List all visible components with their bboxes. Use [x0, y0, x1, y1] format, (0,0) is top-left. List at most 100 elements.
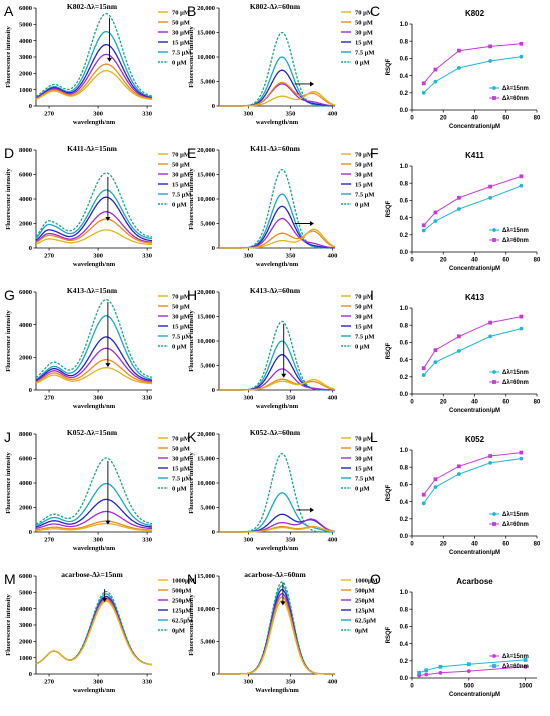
- series-line: [423, 458, 522, 504]
- arrow-head: [105, 217, 111, 222]
- y-tick-label: 5,000: [200, 639, 215, 646]
- x-tick-label: 60: [502, 400, 509, 406]
- y-tick-label: 6000: [19, 289, 32, 296]
- y-tick-label: 0.0: [400, 392, 409, 398]
- x-axis-label: Wavelength/nm: [255, 687, 299, 694]
- legend-label: 0 μM: [172, 59, 187, 66]
- series-line: [35, 30, 153, 98]
- panel-letter: I: [370, 287, 374, 303]
- legend-label: 0 μM: [355, 59, 370, 66]
- panel-j: J K052-Δλ=15nm 0 2000 4000 6000 8000 270 300 330 w…: [4, 428, 192, 552]
- y-tick-label: 2000: [19, 221, 32, 228]
- x-tick-label: 40: [471, 400, 478, 406]
- data-point: [421, 366, 426, 371]
- y-tick-label: 0: [212, 387, 215, 394]
- y-tick-label: 0.0: [400, 534, 409, 540]
- legend-label: Δλ=15nm: [502, 654, 529, 660]
- x-tick-label: 330: [142, 537, 152, 544]
- chart-title: acarbose-Δλ=60nm: [244, 570, 306, 579]
- chart-title: K802-Δλ=15nm: [67, 2, 118, 11]
- chart-title: K411: [465, 151, 484, 160]
- series-line: [219, 492, 335, 533]
- legend-marker: [492, 86, 496, 90]
- legend-label: 50 μM: [172, 161, 190, 168]
- trend-arrow: [294, 221, 314, 226]
- series-line: [35, 218, 153, 244]
- arrow-head: [281, 373, 287, 378]
- legend-label: 70 μM: [355, 9, 373, 16]
- legend-label: 15 μM: [355, 181, 373, 188]
- panel-letter: F: [370, 145, 379, 161]
- x-tick-label: 300: [244, 253, 254, 260]
- legend-label: 70 μM: [355, 293, 373, 300]
- y-axis-label: RSQF: [386, 200, 392, 217]
- arrow-head: [105, 363, 111, 368]
- arrow-head: [309, 507, 314, 513]
- x-tick-label: 20: [440, 116, 447, 122]
- y-tick-label: 0.6: [400, 625, 409, 631]
- legend-label: 30 μM: [355, 171, 373, 178]
- x-tick-label: 300: [244, 679, 254, 686]
- panel-letter: N: [187, 571, 197, 587]
- data-point: [488, 44, 493, 49]
- legend-label: 30 μM: [355, 29, 373, 36]
- data-point: [466, 662, 471, 667]
- arrow-head: [280, 601, 286, 606]
- legend-label: 15 μM: [355, 323, 373, 330]
- y-tick-label: 0.4: [400, 500, 409, 506]
- x-axis-label: wavelength/nm: [73, 687, 116, 694]
- y-tick-label: 0.8: [400, 181, 409, 187]
- chart-title: K411-Δλ=15nm: [67, 144, 117, 153]
- legend-label: 7.5 μM: [172, 333, 192, 340]
- chart-title: K802-Δλ=60nm: [250, 2, 301, 11]
- data-point: [488, 59, 493, 63]
- series-line: [35, 367, 152, 385]
- x-tick-label: 330: [142, 111, 152, 118]
- y-tick-label: 0: [29, 387, 32, 394]
- y-tick-label: 5,000: [200, 221, 215, 228]
- y-tick-label: 10,000: [197, 338, 215, 345]
- panel-f: F K411 0.0 0.2 0.4 0.6 0.8 1.0 0 20 40 60 80 Concentr…: [370, 145, 541, 272]
- y-tick-label: 8000: [19, 147, 32, 154]
- panel-letter: O: [370, 571, 381, 587]
- series-line: [219, 526, 336, 533]
- x-tick-label: 0: [410, 258, 414, 264]
- y-axis-label: Fluorescence intensity: [5, 310, 12, 372]
- series-line: [423, 175, 522, 226]
- trend-arrow: [280, 582, 286, 606]
- y-tick-label: 5000: [19, 590, 32, 597]
- data-point: [421, 90, 426, 95]
- legend-label: 15 μM: [172, 465, 190, 472]
- chart-title: K411-Δλ=60nm: [250, 144, 300, 153]
- data-point: [466, 669, 471, 674]
- panel-letter: G: [4, 287, 15, 303]
- y-tick-label: 15,000: [197, 314, 215, 321]
- y-tick-label: 0.6: [400, 483, 409, 489]
- series-line: [219, 600, 335, 675]
- legend-label: 500μM: [172, 587, 192, 594]
- y-tick-label: 1.0: [400, 590, 409, 596]
- series-line: [35, 358, 152, 384]
- x-tick-label: 40: [471, 116, 478, 122]
- panel-i: I K413 0.0 0.2 0.4 0.6 0.8 1.0 0 20 40 60 80 Concentr…: [370, 287, 541, 414]
- x-tick-label: 400: [328, 253, 338, 260]
- y-tick-label: 0.0: [400, 250, 409, 256]
- series-line: [219, 354, 335, 391]
- y-tick-label: 0.6: [400, 199, 409, 205]
- data-point: [421, 492, 426, 497]
- x-tick-label: 350: [286, 395, 296, 402]
- legend-marker: [492, 228, 496, 232]
- y-tick-label: 0.0: [400, 108, 409, 114]
- y-tick-label: 0.8: [400, 465, 409, 471]
- legend-label: 70 μM: [172, 151, 190, 158]
- y-tick-label: 0: [212, 103, 215, 110]
- x-tick-label: 400: [328, 111, 338, 118]
- series-line: [35, 498, 152, 528]
- chart-title: K413-Δλ=60nm: [250, 286, 301, 295]
- y-axis-label: Fluorescence intensity: [5, 168, 12, 230]
- legend-label: 70 μM: [355, 151, 373, 158]
- data-point: [424, 672, 429, 677]
- panel-letter: K: [187, 429, 197, 445]
- series-line: [35, 298, 153, 379]
